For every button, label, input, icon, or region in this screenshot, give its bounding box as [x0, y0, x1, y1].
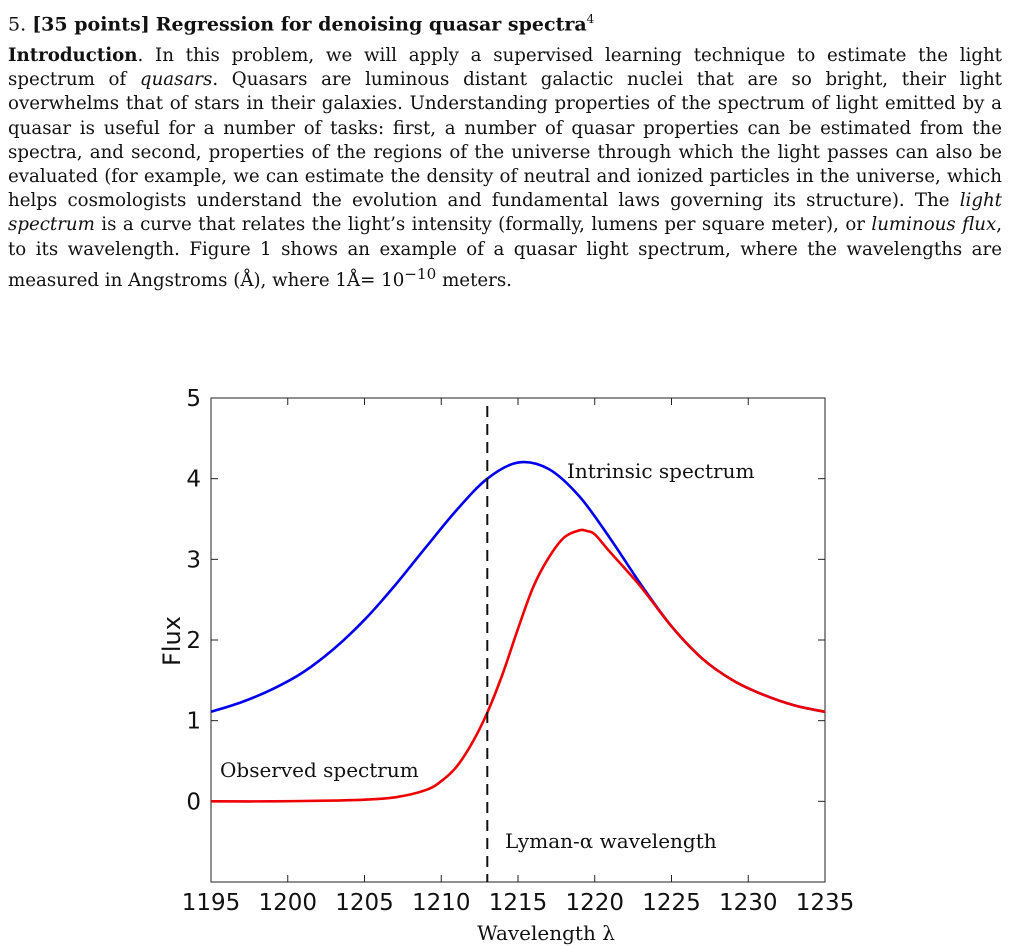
x-tick-label: 1230 — [719, 890, 778, 916]
intro-emph-quasars: quasars — [139, 69, 213, 91]
intro-text-5: meters. — [436, 269, 512, 291]
x-tick-label: 1215 — [489, 890, 548, 916]
y-tick-label: 1 — [186, 709, 201, 735]
intro-emph-luminous-flux: luminous flux — [871, 214, 997, 236]
axis-ticks: 1195 1200 1205 1210 1215 1220 1225 1230 12350123… — [182, 386, 855, 916]
x-tick-label: 1220 — [565, 890, 624, 916]
x-tick-label: 1205 — [335, 890, 394, 916]
x-tick-label: 1225 — [642, 890, 701, 916]
y-tick-label: 0 — [186, 789, 201, 815]
x-tick-label: 1195 — [182, 890, 241, 916]
intro-exponent: −10 — [404, 264, 437, 283]
intrinsic-spectrum-curve — [210, 460, 826, 714]
y-tick-label: 5 — [186, 386, 201, 412]
section-points: [35 points] — [32, 13, 150, 36]
y-tick-label: 2 — [186, 628, 201, 654]
observed-spectrum-curve — [210, 528, 826, 803]
x-axis-label: Wavelength λ — [477, 921, 615, 945]
curves — [210, 460, 826, 803]
intro-paragraph: Introduction. In this problem, we will a… — [8, 44, 1002, 293]
observed-spectrum-label: Observed spectrum — [220, 758, 419, 782]
intro-lead: Introduction — [8, 45, 138, 66]
x-tick-label: 1200 — [258, 890, 317, 916]
intro-text-4: , to its wavelength. Figure 1 shows an e… — [8, 214, 1002, 291]
intro-text-1: . In this problem, we will apply a super… — [8, 45, 1002, 91]
x-tick-label: 1210 — [412, 890, 471, 916]
intro-emph-light-spectrum: light spectrum — [8, 190, 1002, 236]
intro-text-3: is a curve that relates the light’s inte… — [94, 214, 872, 236]
y-tick-label: 3 — [186, 547, 201, 573]
lyman-alpha-label: Lyman-α wavelength — [505, 829, 717, 853]
x-tick-label: 1235 — [796, 890, 855, 916]
footnote-marker[interactable]: 4 — [586, 12, 595, 26]
intro-text-2: . Quasars are luminous distant galactic … — [8, 69, 1002, 212]
section-title: Regression for denoising quasar spectra — [155, 13, 587, 36]
y-tick-label: 4 — [186, 467, 201, 493]
section-number: 5. — [8, 13, 27, 36]
section-heading: 5. [35 points] Regression for denoising … — [8, 6, 594, 37]
intrinsic-spectrum-label: Intrinsic spectrum — [567, 459, 754, 483]
y-axis-label: Flux — [158, 616, 186, 666]
